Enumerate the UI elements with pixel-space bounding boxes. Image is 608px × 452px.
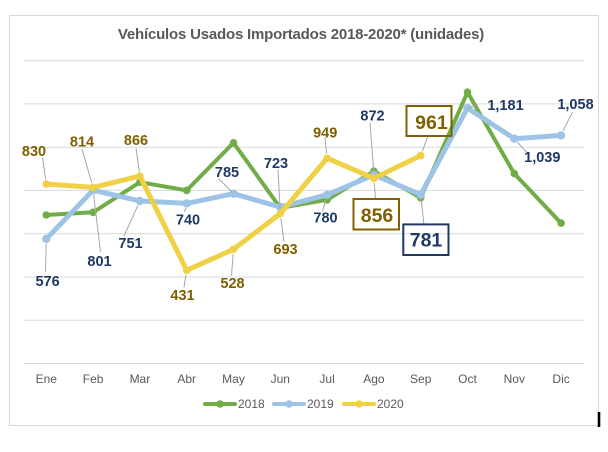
svg-text:856: 856 xyxy=(361,205,394,227)
svg-text:Abr: Abr xyxy=(177,372,196,386)
svg-text:780: 780 xyxy=(313,211,337,227)
svg-text:949: 949 xyxy=(313,126,337,142)
svg-text:1,058: 1,058 xyxy=(557,97,593,113)
svg-text:431: 431 xyxy=(170,288,194,304)
svg-text:1,039: 1,039 xyxy=(524,150,560,166)
svg-text:2020: 2020 xyxy=(377,397,404,411)
svg-text:Nov: Nov xyxy=(504,372,525,386)
svg-text:Sep: Sep xyxy=(410,372,432,386)
svg-text:693: 693 xyxy=(273,242,297,258)
svg-text:Ago: Ago xyxy=(363,372,385,386)
svg-text:May: May xyxy=(222,372,245,386)
svg-text:Vehículos Usados Importados 20: Vehículos Usados Importados 2018-2020* (… xyxy=(118,26,484,43)
svg-text:801: 801 xyxy=(87,254,111,270)
svg-text:723: 723 xyxy=(264,156,288,172)
svg-text:1,181: 1,181 xyxy=(487,98,523,114)
svg-text:2019: 2019 xyxy=(307,397,334,411)
svg-text:576: 576 xyxy=(35,274,59,290)
svg-text:961: 961 xyxy=(415,112,448,134)
svg-text:Ene: Ene xyxy=(36,372,58,386)
svg-text:Dic: Dic xyxy=(552,372,569,386)
svg-text:814: 814 xyxy=(70,135,94,151)
svg-text:Jul: Jul xyxy=(319,372,334,386)
svg-text:528: 528 xyxy=(220,276,244,292)
svg-text:2018: 2018 xyxy=(238,397,265,411)
svg-text:Oct: Oct xyxy=(458,372,477,386)
svg-text:785: 785 xyxy=(215,165,239,181)
svg-text:781: 781 xyxy=(410,230,443,252)
svg-text:Mar: Mar xyxy=(130,372,151,386)
svg-text:Feb: Feb xyxy=(83,372,104,386)
svg-text:866: 866 xyxy=(124,133,148,149)
svg-text:740: 740 xyxy=(176,213,200,229)
svg-text:751: 751 xyxy=(118,236,142,252)
svg-text:872: 872 xyxy=(360,108,384,124)
svg-text:830: 830 xyxy=(22,144,46,160)
svg-text:Jun: Jun xyxy=(271,372,290,386)
